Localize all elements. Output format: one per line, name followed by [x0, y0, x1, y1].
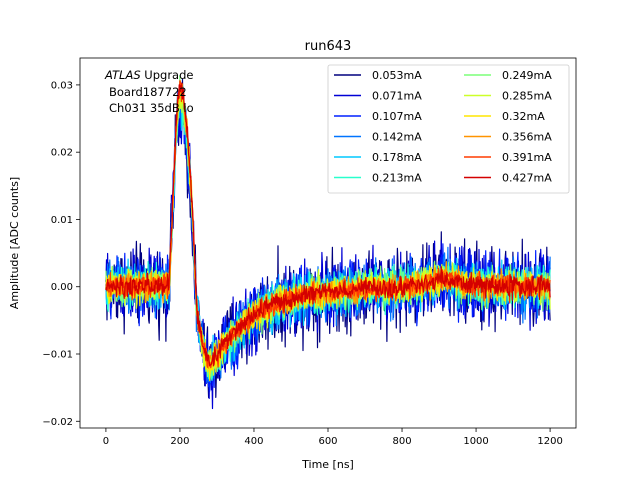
legend-label: 0.32mA	[502, 110, 545, 123]
annotation-upgrade: Upgrade	[141, 68, 194, 82]
annotation-line-1: ATLAS Upgrade	[104, 68, 193, 82]
legend-label: 0.249mA	[502, 69, 552, 82]
annotation-line-2: Board187722	[109, 85, 187, 99]
legend-label: 0.391mA	[502, 151, 552, 164]
legend-label: 0.142mA	[372, 131, 422, 144]
legend-label: 0.427mA	[502, 172, 552, 185]
x-tick-label: 0	[103, 436, 109, 447]
annotation: ATLAS Upgrade Board187722 Ch031 35dB lo	[104, 68, 194, 115]
x-tick-label: 600	[318, 436, 337, 447]
x-tick-label: 200	[170, 436, 189, 447]
legend-label: 0.213mA	[372, 172, 422, 185]
x-axis-ticks: 0 200 400 600 800 1000 1200	[103, 428, 563, 447]
y-axis-label: Amplitude [ADC counts]	[8, 177, 21, 309]
legend-label: 0.071mA	[372, 90, 422, 103]
legend-frame	[327, 64, 570, 194]
legend: 0.053mA 0.071mA 0.107mA 0.142mA 0.178mA 0.213…	[327, 64, 570, 194]
series-line	[105, 82, 551, 367]
legend-label: 0.053mA	[372, 69, 422, 82]
y-tick-label: 0.01	[51, 215, 73, 226]
y-tick-label: 0.02	[51, 148, 73, 159]
x-tick-label: 1200	[537, 436, 562, 447]
annotation-line-3: Ch031 35dB lo	[109, 101, 194, 115]
series-layer	[105, 75, 551, 410]
x-tick-label: 400	[244, 436, 263, 447]
y-axis-ticks: −0.02 −0.01 0.00 0.01 0.02 0.03	[42, 80, 80, 428]
x-tick-label: 1000	[463, 436, 488, 447]
x-axis-label: Time [ns]	[301, 458, 354, 471]
y-tick-label: 0.00	[51, 282, 73, 293]
y-tick-label: −0.02	[42, 417, 73, 428]
y-tick-label: −0.01	[42, 350, 73, 361]
legend-label: 0.285mA	[502, 90, 552, 103]
legend-label: 0.356mA	[502, 131, 552, 144]
legend-label: 0.107mA	[372, 110, 422, 123]
x-tick-label: 800	[392, 436, 411, 447]
legend-label: 0.178mA	[372, 151, 422, 164]
annotation-atlas: ATLAS	[104, 68, 141, 82]
y-tick-label: 0.03	[51, 80, 73, 91]
chart-title: run643	[305, 39, 352, 54]
